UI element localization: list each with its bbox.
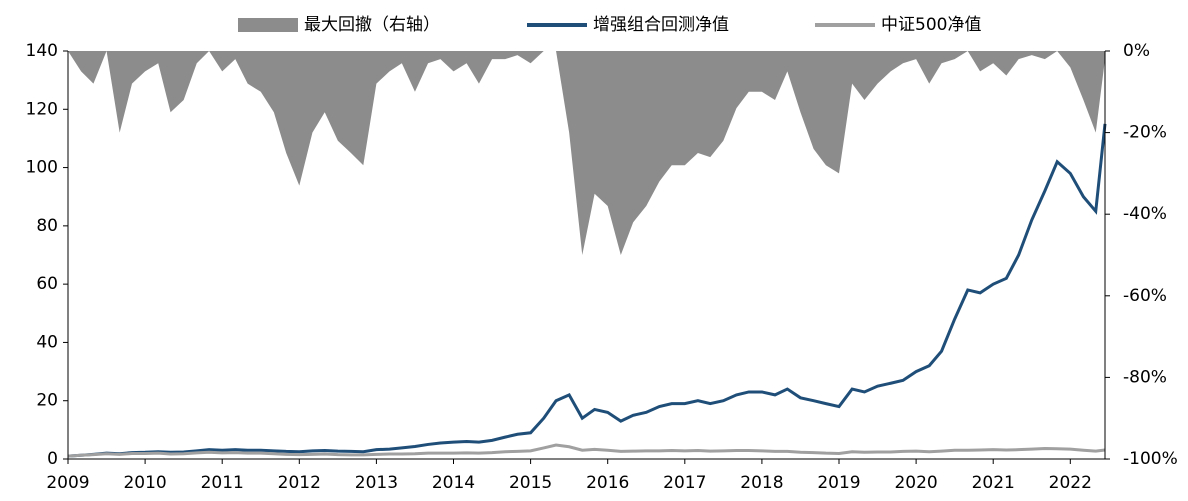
y-tick-label: 120 [26, 99, 58, 119]
x-tick-label: 2012 [278, 473, 321, 493]
x-tick-label: 2014 [432, 473, 475, 493]
x-tick-label: 2011 [201, 473, 244, 493]
x-tick-label: 2015 [509, 473, 552, 493]
x-tick-label: 2021 [972, 473, 1015, 493]
y-tick-label: 80 [36, 216, 58, 236]
y2-tick-label: -100% [1123, 449, 1178, 469]
legend-label: 中证500净值 [881, 15, 981, 35]
legend-label: 增强组合回测净值 [593, 15, 729, 35]
x-tick-label: 2017 [663, 473, 706, 493]
y2-tick-label: -20% [1123, 123, 1167, 143]
y2-tick-label: 0% [1123, 41, 1150, 61]
nav-line [67, 123, 1107, 458]
x-tick-label: 2009 [46, 473, 89, 493]
y2-tick-label: -80% [1123, 367, 1167, 387]
x-tick-label: 2022 [1049, 473, 1092, 493]
nav-line [67, 443, 1106, 458]
legend-label: 最大回撤（右轴） [304, 15, 440, 35]
drawdown-area [68, 51, 1105, 255]
x-tick-label: 2016 [586, 473, 629, 493]
y-tick-label: 20 [36, 391, 58, 411]
x-tick-label: 2019 [817, 473, 860, 493]
y-tick-label: 140 [26, 41, 58, 61]
y2-tick-label: -40% [1123, 204, 1167, 224]
y-tick-label: 0 [47, 449, 58, 469]
x-tick-label: 2018 [740, 473, 783, 493]
y-tick-label: 100 [26, 158, 58, 178]
x-tick-label: 2010 [123, 473, 166, 493]
x-tick-label: 2013 [355, 473, 398, 493]
legend-swatch [238, 18, 298, 32]
y-tick-label: 60 [36, 274, 58, 294]
y2-tick-label: -60% [1123, 286, 1167, 306]
y-tick-label: 40 [36, 332, 58, 352]
x-tick-label: 2020 [894, 473, 937, 493]
